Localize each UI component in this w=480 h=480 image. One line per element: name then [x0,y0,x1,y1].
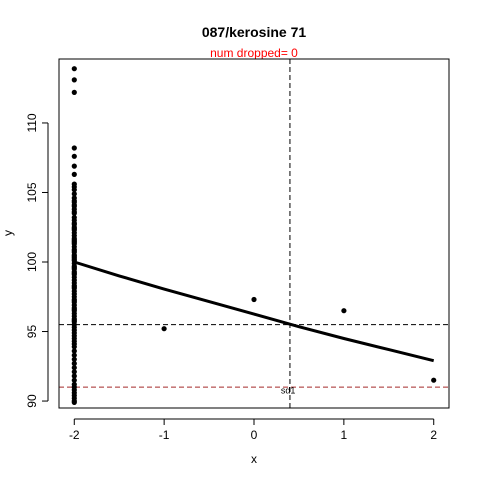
data-point [71,344,77,350]
data-point [161,326,167,332]
data-point [71,248,77,254]
data-point [71,239,77,246]
chart-title: 087/kerosine 71 [202,24,307,40]
x-tick-label: -1 [159,428,170,442]
data-point [71,163,77,169]
chart-subtitle: num dropped= 0 [210,46,298,60]
y-tick-label: 110 [25,113,39,132]
y-tick-label: 100 [25,252,39,272]
data-point [71,365,77,371]
reference-lines [59,59,449,408]
data-point [71,256,77,262]
data-point [71,226,77,232]
data-point [341,308,347,314]
x-axis: -2 -1 0 1 2 [69,418,437,442]
data-point [71,145,77,151]
data-point [71,184,77,190]
data-point [71,306,77,312]
data-point [71,171,77,177]
data-point [71,153,77,159]
y-axis: 90 95 100 105 110 [25,113,49,408]
data-point [71,209,77,215]
data-point [71,298,77,304]
y-tick-label: 90 [25,394,39,408]
plot-area: sd1 [58,58,450,409]
y-tick-label: 105 [25,182,39,202]
fit-curve [73,260,435,363]
plot-frame [58,58,450,409]
data-point [71,377,77,383]
x-tick-label: 2 [430,428,437,442]
data-point [71,369,77,375]
data-point [71,399,77,405]
x-tick-label: 1 [341,428,348,442]
data-point [71,356,77,362]
data-point [71,352,77,358]
data-point [71,284,77,290]
data-point [71,202,77,208]
data-point [431,377,437,383]
data-point [71,317,77,323]
y-tick-label: 95 [25,325,39,339]
x-tick-label: -2 [69,428,80,442]
x-tick-label: 0 [251,428,258,442]
data-point [251,296,257,303]
data-point [71,220,77,226]
y-axis-label: y [1,230,15,236]
data-point [71,191,77,197]
annotation-label: sd1 [281,386,296,396]
data-point [71,265,77,271]
data-point [71,89,77,95]
data-point [71,77,77,83]
data-point [71,198,77,204]
data-point [71,373,77,379]
data-point [71,66,77,72]
x-axis-label: x [251,452,257,466]
data-point [71,348,77,354]
data-point [71,270,77,276]
data-points [71,66,437,405]
data-point [71,360,77,367]
